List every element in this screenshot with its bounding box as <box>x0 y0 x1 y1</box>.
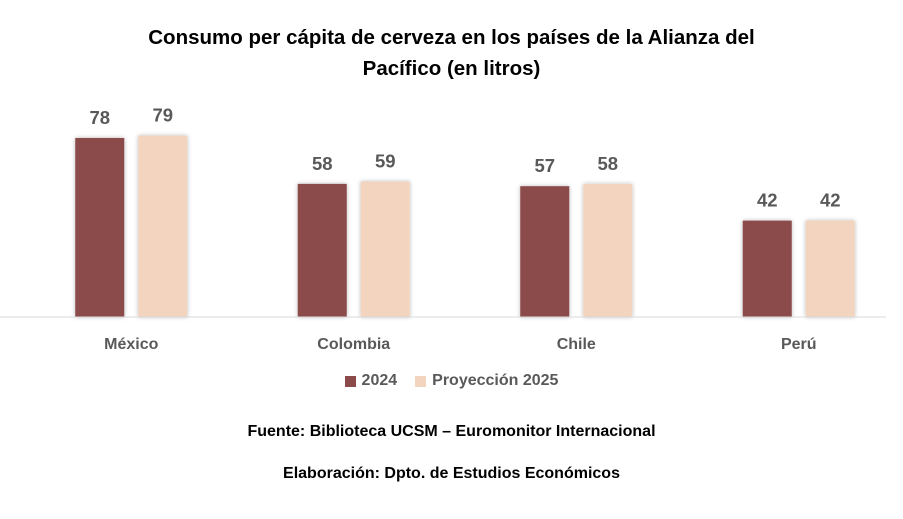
category-label-peru: Perú <box>781 336 817 353</box>
legend-item-proyeccion-2025: Proyección 2025 <box>415 372 558 390</box>
category-label-chile: Chile <box>557 336 596 353</box>
bar-mexico-proyeccion-2025 <box>138 135 188 317</box>
value-label-mexico-proyeccion-2025: 79 <box>152 105 173 126</box>
bar-mexico-2024 <box>75 137 125 317</box>
legend-item-2024: 2024 <box>344 372 398 390</box>
value-label-chile-proyeccion-2025: 58 <box>597 153 618 174</box>
bar-chile-proyeccion-2025 <box>583 183 633 317</box>
legend-label-proyeccion-2025: Proyección 2025 <box>432 372 559 389</box>
bar-colombia-proyeccion-2025 <box>360 181 410 317</box>
legend-swatch-2024 <box>344 375 356 387</box>
bar-colombia-2024 <box>297 183 347 317</box>
legend-label-2024: 2024 <box>361 372 398 389</box>
credit-note: Elaboración: Dpto. de Estudios Económico… <box>283 465 620 482</box>
chart-legend: 2024 Proyección 2025 <box>0 372 903 390</box>
value-label-mexico-2024: 78 <box>89 107 110 128</box>
category-label-colombia: Colombia <box>317 336 390 353</box>
labels-layer: 78 79 México 58 59 Colombia 57 58 Chile 42 42 Perú <box>89 105 840 353</box>
bars-layer <box>75 135 855 317</box>
bar-peru-proyeccion-2025 <box>805 220 855 317</box>
value-label-colombia-2024: 58 <box>312 153 333 174</box>
category-label-mexico: México <box>104 336 158 353</box>
value-label-peru-proyeccion-2025: 42 <box>820 190 841 211</box>
bar-peru-2024 <box>742 220 792 317</box>
legend-swatch-proyeccion-2025 <box>415 375 427 387</box>
chart-title-line-1: Consumo per cápita de cerveza en los paí… <box>148 26 755 49</box>
value-label-chile-2024: 57 <box>534 155 555 176</box>
source-note: Fuente: Biblioteca UCSM – Euromonitor In… <box>247 423 656 440</box>
value-label-colombia-proyeccion-2025: 59 <box>375 151 396 172</box>
value-label-peru-2024: 42 <box>757 190 778 211</box>
chart-title: Consumo per cápita de cerveza en los paí… <box>0 22 903 84</box>
bar-chile-2024 <box>520 186 570 317</box>
chart-title-line-2: Pacífico (en litros) <box>362 57 541 80</box>
